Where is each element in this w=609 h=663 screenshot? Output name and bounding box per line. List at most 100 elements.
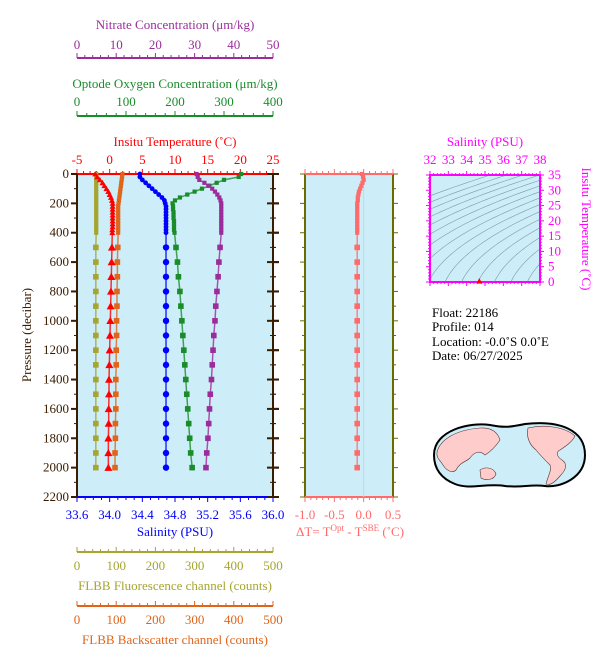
backscatter-point <box>119 180 124 185</box>
nitrate-point <box>205 420 212 427</box>
nitrate-point <box>219 201 224 206</box>
fluorescence-point <box>93 288 99 295</box>
oxygen-point <box>187 450 194 456</box>
backscatter-point <box>113 332 120 339</box>
nitrate-point <box>219 204 224 209</box>
temperature-point <box>109 215 116 221</box>
delta-t-point <box>355 215 360 221</box>
salinity-point <box>162 361 170 369</box>
density-contour <box>494 237 540 282</box>
temperature-point <box>109 212 116 218</box>
backscatter-point <box>112 420 119 427</box>
temperature-point <box>104 463 113 471</box>
backscatter-point <box>116 227 121 232</box>
temperature-point <box>105 360 114 369</box>
delta-t-point <box>354 288 361 295</box>
temperature-point <box>104 434 113 442</box>
ts-y-tick-label: 0 <box>548 274 555 289</box>
fluorescence-tick-label: 500 <box>263 558 283 573</box>
pressure-tick-label: 1600 <box>43 401 69 416</box>
oxygen-tick-label: 300 <box>214 94 234 109</box>
fluorescence-point <box>94 198 99 203</box>
ts-x-tick-label: 36 <box>497 152 511 167</box>
delta-t-point <box>355 198 360 203</box>
nitrate-point <box>215 273 221 280</box>
ts-temperature-title: Insitu Temperature (˚C) <box>579 167 594 290</box>
fluorescence-point <box>94 221 99 227</box>
fluorescence-point <box>94 230 99 235</box>
salinity-tick-label: 33.6 <box>66 507 89 522</box>
ts-y-tick-label: 10 <box>548 243 561 258</box>
oxygen-point <box>172 230 177 235</box>
temperature-tick-label: 25 <box>267 152 280 167</box>
temperature-tick-label: 15 <box>201 152 214 167</box>
labels-layer: Nitrate Concentration (μm/kg) Optode Oxy… <box>19 17 594 647</box>
delta-t-point <box>355 218 360 224</box>
nitrate-point <box>206 183 211 188</box>
delta-t-tick-label: -1.0 <box>295 507 316 522</box>
backscatter-point <box>116 218 121 224</box>
backscatter-point <box>117 195 122 200</box>
oxygen-point <box>170 201 175 206</box>
delta-t-point <box>355 204 360 209</box>
delta-t-point <box>359 183 364 188</box>
salinity-point <box>162 258 170 266</box>
oxygen-point <box>199 186 205 191</box>
fluorescence-point <box>94 189 99 194</box>
fluorescence-point <box>94 210 99 215</box>
salinity-point <box>153 189 158 195</box>
salinity-tick-label: 34.0 <box>98 507 121 522</box>
salinity-point <box>146 183 152 189</box>
temperature-point <box>107 272 116 280</box>
pressure-tick-label: 2200 <box>43 489 69 504</box>
nitrate-point <box>218 198 223 203</box>
oxygen-point <box>171 210 176 215</box>
backscatter-tick-label: 500 <box>263 612 283 627</box>
delta-t-point <box>360 174 366 180</box>
delta-t-point <box>355 201 360 206</box>
backscatter-point <box>117 192 122 197</box>
salinity-point <box>162 317 170 325</box>
nitrate-axis-title: Nitrate Concentration (μm/kg) <box>96 17 255 32</box>
delta-t-point <box>354 259 361 265</box>
fluorescence-tick-label: 300 <box>185 558 205 573</box>
ts-x-tick-label: 38 <box>534 152 547 167</box>
backscatter-point <box>116 213 121 218</box>
salinity-axis-title: Salinity (PSU) <box>137 524 213 539</box>
density-contour <box>430 204 540 280</box>
salinity-point <box>162 435 170 442</box>
backscatter-point <box>112 435 119 442</box>
map-land-eurasia <box>436 427 501 472</box>
nitrate-point <box>214 288 220 295</box>
oxygen-tick-label: 200 <box>165 94 185 109</box>
oxygen-point <box>180 332 186 339</box>
oxygen-point <box>185 192 190 197</box>
temperature-series <box>92 171 116 471</box>
nitrate-point <box>194 171 199 177</box>
fluorescence-axis-title: FLBB Fluorescence channel (counts) <box>78 578 272 593</box>
nitrate-point <box>203 450 210 456</box>
delta-t-series <box>354 171 366 471</box>
delta-t-point <box>354 464 361 471</box>
pressure-tick-label: 0 <box>63 166 70 181</box>
salinity-point <box>139 177 145 183</box>
backscatter-point <box>116 230 121 235</box>
salinity-point <box>162 376 170 383</box>
oxygen-series <box>170 171 244 471</box>
salinity-point <box>149 186 155 192</box>
delta-t-tick-label: -0.5 <box>324 507 345 522</box>
density-contour <box>430 191 540 246</box>
temperature-point <box>104 404 113 413</box>
salinity-point <box>163 230 169 236</box>
backscatter-point <box>114 303 120 309</box>
delta-t-point <box>356 192 361 197</box>
nitrate-point <box>216 259 222 265</box>
salinity-point <box>162 391 170 398</box>
backscatter-point <box>112 450 118 456</box>
delta-t-point <box>354 376 361 383</box>
fluorescence-point <box>93 318 99 324</box>
temperature-point <box>108 197 115 203</box>
nitrate-point <box>219 224 224 229</box>
ts-y-tick-label: 25 <box>548 198 561 213</box>
